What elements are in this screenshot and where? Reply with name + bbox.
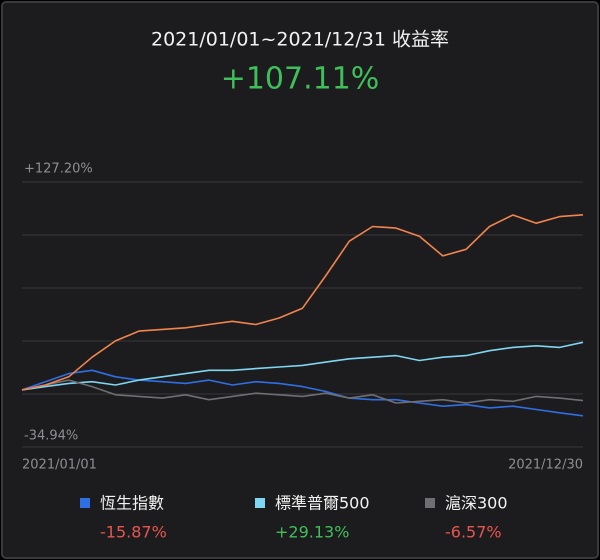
x-tick-label: 2021/01/01: [22, 458, 97, 473]
series-line: [21, 341, 584, 391]
legend-swatch: [255, 498, 265, 508]
legend-change: +29.13%: [275, 523, 349, 542]
legend-label: 標準普爾500: [275, 494, 370, 513]
headline-return: +107.11%: [221, 62, 380, 97]
y-tick-label: +127.20%: [24, 162, 93, 177]
x-tick-label: 2021/12/30: [508, 458, 583, 473]
legend-label: 恆生指數: [100, 494, 164, 513]
y-tick-label: -34.94%: [24, 429, 78, 444]
legend-swatch: [80, 498, 90, 508]
legend-change: -6.57%: [445, 523, 502, 542]
series-line: [21, 369, 584, 417]
legend-change: -15.87%: [100, 523, 167, 542]
series-line: [21, 379, 584, 404]
legend-label: 滬深300: [445, 494, 508, 513]
chart-title: 2021/01/01~2021/12/31 收益率: [151, 29, 449, 51]
series-line: [21, 214, 584, 391]
legend-swatch: [425, 498, 435, 508]
